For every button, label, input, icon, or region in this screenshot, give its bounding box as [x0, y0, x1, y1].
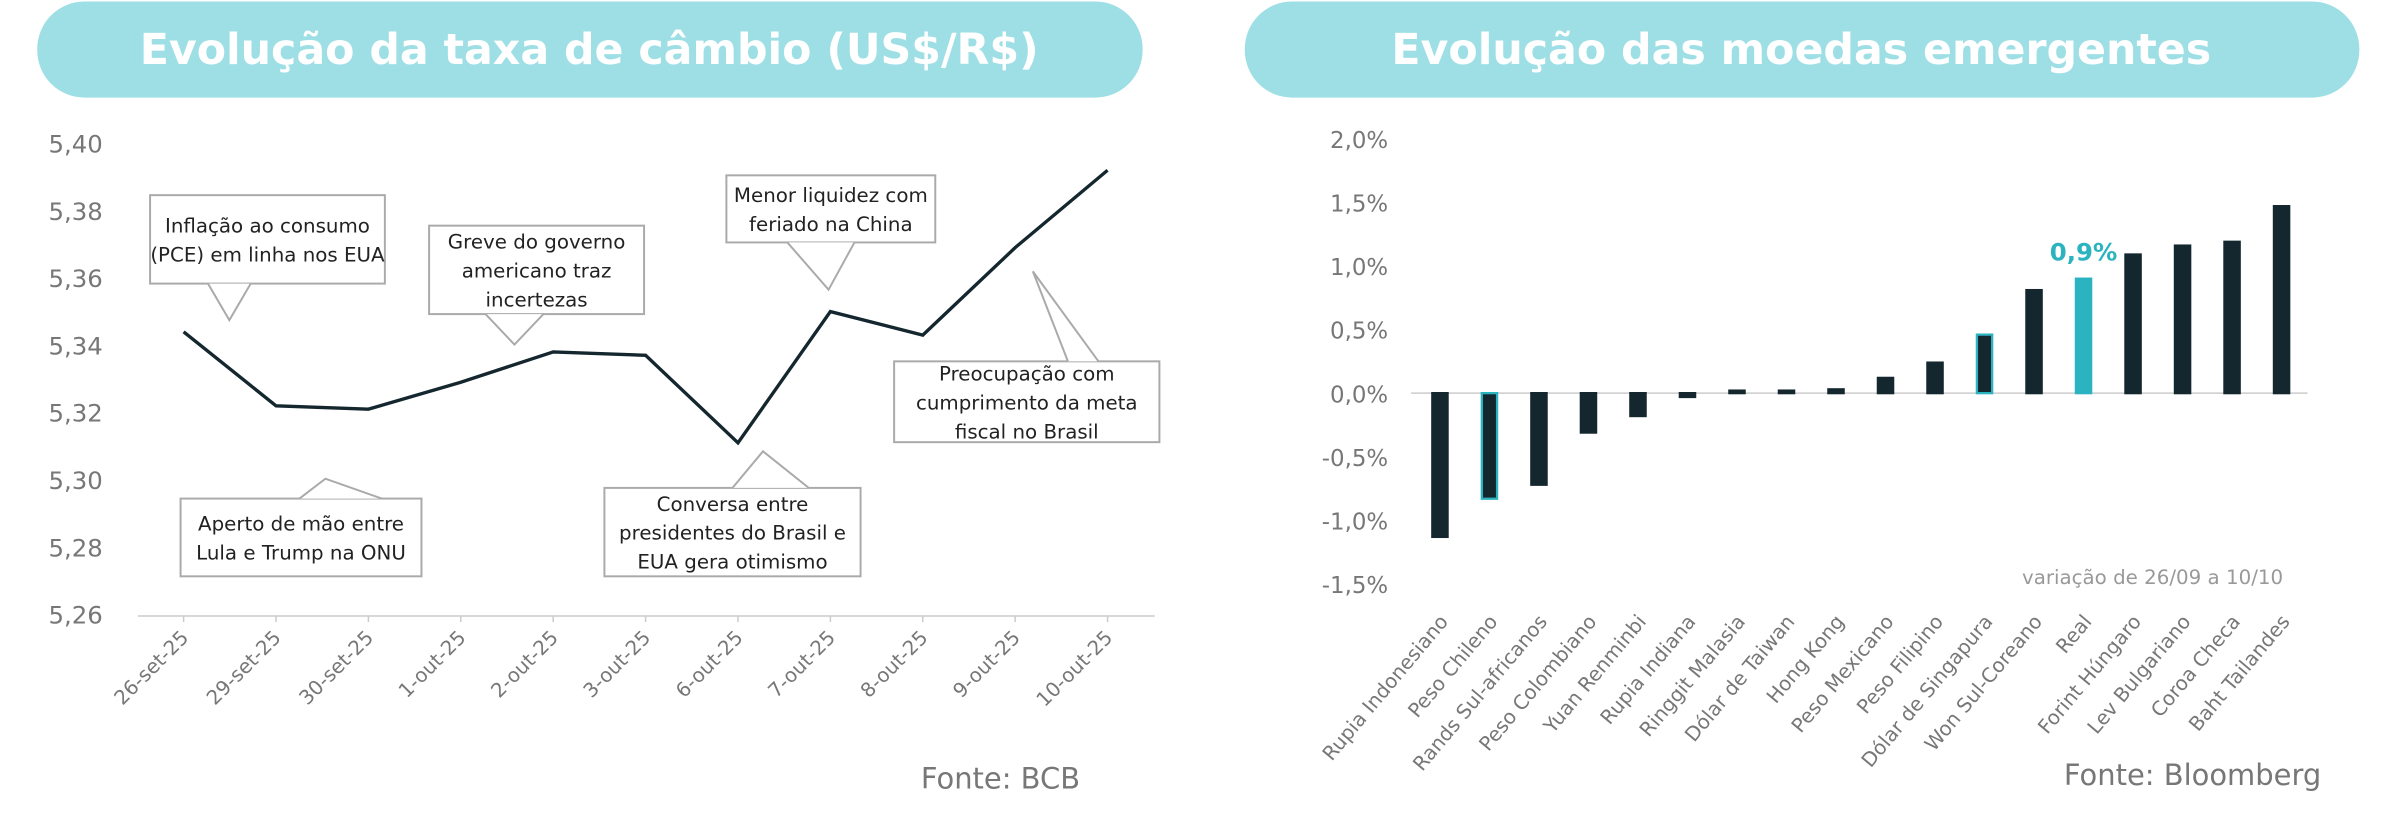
bar [1926, 361, 1944, 395]
x-tick-label: 29-set-25 [202, 626, 285, 709]
bar [2025, 288, 2043, 395]
source: Fonte: Bloomberg [2064, 758, 2321, 792]
annotation: cumprimento da meta [916, 391, 1138, 414]
x-tick-label: 8-out-25 [856, 626, 932, 702]
bar [1975, 333, 1994, 395]
bar [2223, 240, 2241, 395]
bar [2173, 244, 2192, 395]
y-tick-label: 0,5% [1330, 319, 1388, 345]
bar [1827, 388, 1845, 395]
callout-box [179, 497, 423, 578]
y-tick-label: 5,36 [49, 264, 103, 293]
callout-pointer [207, 283, 252, 323]
annotation: Inflação ao consumo [165, 215, 370, 238]
y-tick-label: 2,0% [1330, 128, 1388, 154]
note: variação de 26/09 a 10/10 [2022, 566, 2283, 589]
bar [1629, 392, 1647, 418]
x-tick-label: 3-out-25 [579, 626, 655, 702]
x-tick-label: 10-out-25 [1032, 626, 1117, 711]
callout-pointer [484, 313, 545, 347]
y-tick-label: 5,30 [49, 466, 103, 495]
y-tick-label: 5,40 [49, 129, 103, 158]
callout-pointer [298, 477, 383, 500]
x-tick-label: 7-out-25 [764, 626, 840, 702]
callout-pointer [1031, 270, 1100, 362]
annotation: EUA gera otimismo [637, 551, 827, 574]
value-label: 0,9% [2050, 237, 2118, 266]
callout-box [428, 224, 646, 316]
x-tick-label: 6-out-25 [671, 626, 747, 702]
annotation: (PCE) em linha nos EUA [150, 243, 385, 266]
annotation: Conversa entre [657, 493, 809, 516]
x-tick-label: 2-out-25 [487, 626, 563, 702]
x-tick-label: 1-out-25 [394, 626, 470, 702]
bar [2074, 277, 2093, 395]
source: Fonte: BCB [921, 761, 1080, 795]
annotation: Preocupação com [939, 362, 1115, 385]
y-tick-label: -1,5% [1322, 573, 1388, 599]
header-pill [1244, 1, 2360, 98]
callout-pointer [786, 241, 856, 292]
callout-pointer [731, 449, 810, 489]
bar [1876, 376, 1895, 395]
annotation: Aperto de mão entre [198, 513, 404, 536]
y-tick-label: 5,38 [49, 197, 103, 226]
y-tick-label: 5,26 [49, 601, 103, 630]
annotation: Menor liquidez com [734, 184, 928, 207]
y-tick-label: 1,0% [1330, 255, 1388, 281]
y-tick-label: 0,0% [1330, 382, 1388, 408]
chart-title: Evolução das moedas emergentes [1391, 25, 2211, 75]
annotation: presidentes do Brasil e [619, 522, 846, 545]
bar [1431, 392, 1449, 539]
bar [1480, 392, 1499, 500]
callout-box [603, 486, 862, 578]
y-tick-label: -1,0% [1322, 509, 1388, 535]
bar [1777, 389, 1796, 395]
y-tick-label: 1,5% [1330, 191, 1388, 217]
annotation: Lula e Trump na ONU [196, 542, 406, 565]
chart-title: Evolução da taxa de câmbio (US$/R$) [140, 25, 1039, 75]
bar [1728, 389, 1746, 395]
x-tick-label: Real [2051, 610, 2096, 658]
annotation: feriado na China [749, 213, 913, 236]
callout-box [149, 194, 386, 285]
y-tick-label: -0,5% [1322, 446, 1388, 472]
bar [1579, 392, 1598, 434]
annotation: incertezas [486, 288, 588, 311]
x-tick-label: 26-set-25 [110, 626, 193, 709]
annotation: Greve do governo [448, 231, 626, 254]
bar [2272, 205, 2291, 395]
callout-box [893, 360, 1161, 444]
y-tick-label: 5,32 [49, 399, 103, 428]
x-tick-label: 9-out-25 [948, 626, 1024, 702]
x-tick-label: 30-set-25 [295, 626, 378, 709]
bar [1530, 392, 1548, 486]
annotation: americano traz [462, 259, 612, 282]
y-tick-label: 5,28 [49, 533, 103, 562]
line-series [182, 168, 1109, 446]
header-pill [37, 1, 1143, 98]
annotation: fiscal no Brasil [955, 420, 1099, 443]
bar [1678, 392, 1697, 399]
bar [2124, 253, 2142, 395]
y-tick-label: 5,34 [49, 331, 103, 360]
